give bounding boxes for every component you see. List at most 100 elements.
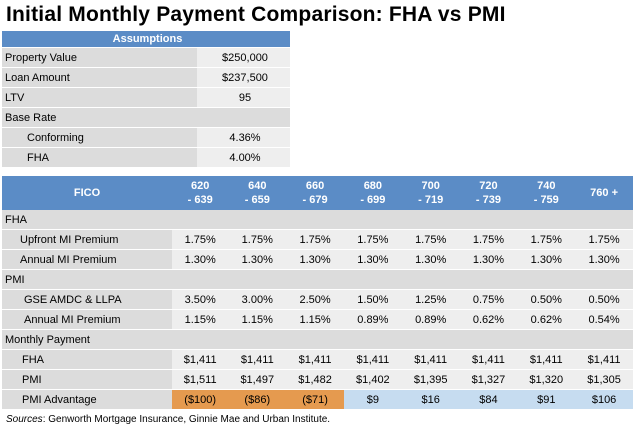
table-row: PMI $1,511 $1,497 $1,482 $1,402 $1,395 $1,327 $…	[2, 369, 633, 390]
advantage-label: PMI Advantage	[2, 389, 172, 410]
table-cell: $1,497	[228, 369, 287, 390]
table-cell: $1,411	[575, 349, 633, 370]
table-cell: 1.30%	[228, 249, 287, 270]
table-row: FHA $1,411 $1,411 $1,411 $1,411 $1,411 $1,411 $…	[2, 349, 633, 370]
header-row: FICO 620- 639 640- 659 660- 679 680- 699…	[2, 176, 633, 210]
advantage-cell: ($71)	[286, 389, 344, 410]
table-cell: $1,411	[459, 349, 518, 370]
table-cell: $1,411	[172, 349, 229, 370]
row-label: PMI	[2, 369, 172, 390]
advantage-cell: $91	[517, 389, 576, 410]
table-cell: 1.25%	[401, 289, 460, 310]
column-header: 760 +	[575, 176, 633, 210]
pmi-section-row: PMI	[2, 269, 633, 290]
table-cell: 2.50%	[286, 289, 344, 310]
table-cell: $1,402	[343, 369, 402, 390]
table-row: Upfront MI Premium 1.75% 1.75% 1.75% 1.75% 1.…	[2, 229, 633, 250]
table-cell: $1,411	[228, 349, 287, 370]
table-cell: $1,411	[517, 349, 576, 370]
base-rate-item-value: 4.36%	[197, 127, 290, 148]
column-header: 740- 759	[517, 176, 576, 210]
table-cell: 1.30%	[343, 249, 402, 270]
table-cell: 0.75%	[459, 289, 518, 310]
column-header: 620- 639	[172, 176, 229, 210]
table-cell: 1.75%	[517, 229, 576, 250]
table-cell: 1.75%	[575, 229, 633, 250]
table-row: Annual MI Premium 1.30% 1.30% 1.30% 1.30% 1.3…	[2, 249, 633, 270]
table-cell: 1.75%	[401, 229, 460, 250]
base-rate-item-label: FHA	[2, 147, 197, 168]
table-cell: 0.89%	[343, 309, 402, 330]
table-cell: 3.00%	[228, 289, 287, 310]
table-cell: 1.75%	[172, 229, 229, 250]
table-cell: 0.50%	[517, 289, 576, 310]
table-cell: $1,411	[286, 349, 344, 370]
row-label: Upfront MI Premium	[2, 229, 172, 250]
table-cell: $1,411	[401, 349, 460, 370]
table-cell: 1.75%	[459, 229, 518, 250]
table-cell: 1.15%	[286, 309, 344, 330]
assumptions-table: Assumptions Property Value $250,000 Loan…	[2, 31, 290, 168]
table-cell: 1.15%	[172, 309, 229, 330]
table-cell: 1.75%	[343, 229, 402, 250]
assumption-value: $250,000	[197, 47, 290, 68]
base-rate-item-label: Conforming	[2, 127, 197, 148]
table-cell: 0.89%	[401, 309, 460, 330]
assumption-label: LTV	[2, 87, 197, 108]
assumption-value: $237,500	[197, 67, 290, 88]
pmi-section-label: PMI	[2, 269, 633, 290]
assumption-label: Loan Amount	[2, 67, 197, 88]
advantage-cell: $84	[459, 389, 518, 410]
row-label: GSE AMDC & LLPA	[2, 289, 172, 310]
column-header: 700- 719	[401, 176, 460, 210]
table-cell: 1.30%	[286, 249, 344, 270]
table-cell: 1.30%	[517, 249, 576, 270]
column-header: 680- 699	[343, 176, 402, 210]
table-cell: $1,320	[517, 369, 576, 390]
table-cell: 1.50%	[343, 289, 402, 310]
fha-section-label: FHA	[2, 210, 633, 230]
table-cell: $1,395	[401, 369, 460, 390]
row-label: FHA	[2, 349, 172, 370]
table-cell: $1,482	[286, 369, 344, 390]
advantage-cell: ($86)	[228, 389, 287, 410]
advantage-cell: $16	[401, 389, 460, 410]
table-cell: $1,511	[172, 369, 229, 390]
table-row: Annual MI Premium 1.15% 1.15% 1.15% 0.89% 0.8…	[2, 309, 633, 330]
table-cell: 1.75%	[286, 229, 344, 250]
assumptions-header: Assumptions	[2, 31, 290, 48]
advantage-cell: $9	[343, 389, 402, 410]
table-row: GSE AMDC & LLPA 3.50% 3.00% 2.50% 1.50% 1.25%…	[2, 289, 633, 310]
table-cell: 1.30%	[575, 249, 633, 270]
payment-section-row: Monthly Payment	[2, 329, 633, 350]
table-cell: 1.15%	[228, 309, 287, 330]
table-cell: 3.50%	[172, 289, 229, 310]
advantage-cell: $106	[575, 389, 633, 410]
column-header: 720- 739	[459, 176, 518, 210]
advantage-row: PMI Advantage ($100) ($86) ($71) $9 $16 $84 $91…	[2, 389, 633, 410]
column-header: 640- 659	[228, 176, 287, 210]
table-cell: 1.30%	[459, 249, 518, 270]
comparison-table: FICO 620- 639 640- 659 660- 679 680- 699…	[2, 176, 633, 410]
table-cell: 1.75%	[228, 229, 287, 250]
source-note: Sources: Genworth Mortgage Insurance, Gi…	[6, 414, 331, 425]
base-rate-label: Base Rate	[2, 107, 290, 128]
fico-header: FICO	[2, 176, 172, 210]
table-cell: 0.62%	[517, 309, 576, 330]
table-cell: 1.30%	[172, 249, 229, 270]
table-cell: $1,327	[459, 369, 518, 390]
column-header: 660- 679	[286, 176, 344, 210]
table-cell: $1,305	[575, 369, 633, 390]
page-title: Initial Monthly Payment Comparison: FHA …	[6, 3, 506, 26]
assumption-label: Property Value	[2, 47, 197, 68]
advantage-cell: ($100)	[172, 389, 229, 410]
table-cell: 1.30%	[401, 249, 460, 270]
table-cell: $1,411	[343, 349, 402, 370]
table-cell: 0.54%	[575, 309, 633, 330]
row-label: Annual MI Premium	[2, 309, 172, 330]
base-rate-item-value: 4.00%	[197, 147, 290, 168]
assumption-value: 95	[197, 87, 290, 108]
payment-section-label: Monthly Payment	[2, 329, 633, 350]
table-cell: 0.62%	[459, 309, 518, 330]
fha-section-row: FHA	[2, 210, 633, 230]
